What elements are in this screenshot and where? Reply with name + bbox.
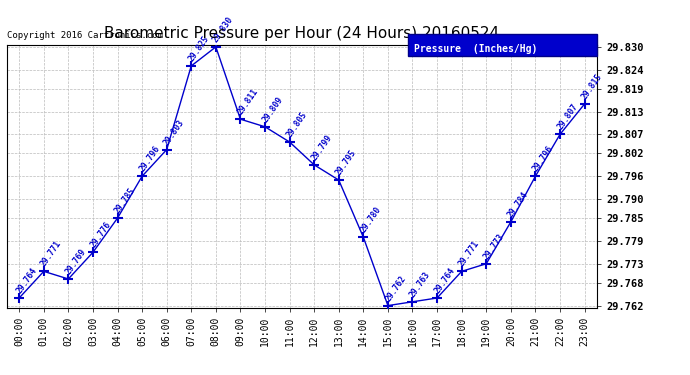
Text: 29.803: 29.803 (162, 118, 186, 147)
Text: 29.795: 29.795 (334, 148, 358, 177)
Bar (408, 34, 597, 56)
Text: 29.815: 29.815 (580, 72, 604, 101)
Text: Copyright 2016 Cartronics.com: Copyright 2016 Cartronics.com (7, 31, 163, 40)
Text: 29.771: 29.771 (39, 240, 63, 268)
Text: 29.784: 29.784 (506, 190, 531, 219)
Text: 29.807: 29.807 (555, 102, 580, 132)
Text: 29.796: 29.796 (137, 144, 161, 174)
Text: 29.785: 29.785 (113, 186, 137, 215)
Text: 29.830: 29.830 (211, 15, 235, 44)
Text: 29.776: 29.776 (88, 220, 112, 249)
Text: 29.769: 29.769 (63, 247, 88, 276)
Text: Pressure  (Inches/Hg): Pressure (Inches/Hg) (414, 44, 538, 54)
Text: 29.762: 29.762 (384, 274, 408, 303)
Text: 29.763: 29.763 (408, 270, 432, 299)
Text: 29.773: 29.773 (482, 232, 506, 261)
Text: 29.764: 29.764 (433, 266, 457, 295)
Text: 29.764: 29.764 (14, 266, 39, 295)
Text: 29.796: 29.796 (531, 144, 555, 174)
Text: 29.825: 29.825 (187, 34, 211, 63)
Text: 29.799: 29.799 (310, 133, 334, 162)
Title: Barometric Pressure per Hour (24 Hours) 20160524: Barometric Pressure per Hour (24 Hours) … (104, 26, 500, 41)
Text: 29.811: 29.811 (236, 87, 260, 116)
Text: 29.809: 29.809 (260, 95, 284, 124)
Text: 29.805: 29.805 (285, 110, 309, 139)
Text: 29.780: 29.780 (359, 205, 383, 234)
Text: 29.771: 29.771 (457, 240, 481, 268)
